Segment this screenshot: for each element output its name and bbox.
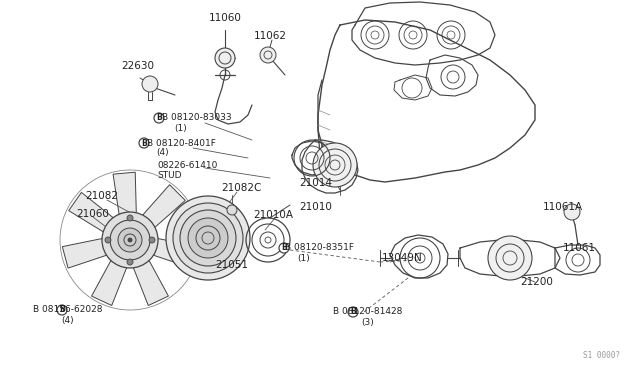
- Circle shape: [488, 236, 532, 280]
- Text: 21010A: 21010A: [253, 210, 293, 220]
- Circle shape: [313, 143, 357, 187]
- Circle shape: [57, 305, 67, 315]
- Circle shape: [173, 203, 243, 273]
- Circle shape: [118, 228, 142, 252]
- Circle shape: [260, 47, 276, 63]
- Circle shape: [110, 220, 150, 260]
- Text: 11061A: 11061A: [543, 202, 583, 212]
- Circle shape: [139, 138, 149, 148]
- Circle shape: [348, 307, 358, 317]
- Text: 21014: 21014: [300, 178, 333, 188]
- Polygon shape: [143, 185, 186, 227]
- Circle shape: [149, 237, 155, 243]
- Text: 21200: 21200: [520, 277, 554, 287]
- Circle shape: [128, 238, 132, 242]
- Text: 11060: 11060: [209, 13, 241, 23]
- Circle shape: [154, 113, 164, 123]
- Circle shape: [102, 212, 158, 268]
- Circle shape: [188, 218, 228, 258]
- Text: (4): (4): [61, 315, 74, 324]
- Text: S1 0000?: S1 0000?: [583, 351, 620, 360]
- Text: B: B: [141, 138, 147, 148]
- Circle shape: [127, 259, 133, 265]
- Text: 21082: 21082: [86, 191, 118, 201]
- Text: 11062: 11062: [253, 31, 287, 41]
- Circle shape: [215, 48, 235, 68]
- Text: B 08120-81428: B 08120-81428: [333, 308, 403, 317]
- Text: B 08120-8401F: B 08120-8401F: [147, 138, 216, 148]
- Text: 21010: 21010: [300, 202, 332, 212]
- Text: 22630: 22630: [122, 61, 154, 71]
- Polygon shape: [154, 238, 198, 268]
- Text: STUD: STUD: [157, 171, 182, 180]
- Text: 21051: 21051: [216, 260, 248, 270]
- Polygon shape: [113, 172, 136, 214]
- Text: (1): (1): [174, 124, 187, 132]
- Circle shape: [142, 76, 158, 92]
- Polygon shape: [92, 260, 127, 305]
- Text: B 08156-62028: B 08156-62028: [33, 305, 103, 314]
- Polygon shape: [62, 238, 106, 268]
- Circle shape: [127, 215, 133, 221]
- Polygon shape: [133, 260, 168, 305]
- Text: (3): (3): [362, 317, 374, 327]
- Text: 21060: 21060: [77, 209, 109, 219]
- Text: B: B: [59, 305, 65, 314]
- Text: 21082C: 21082C: [221, 183, 261, 193]
- Polygon shape: [68, 192, 113, 232]
- Text: B 08120-83033: B 08120-83033: [162, 113, 232, 122]
- Circle shape: [180, 210, 236, 266]
- Text: (4): (4): [156, 148, 168, 157]
- Circle shape: [564, 204, 580, 220]
- Text: B: B: [350, 308, 356, 317]
- Text: 08226-61410: 08226-61410: [157, 161, 218, 170]
- Text: B: B: [281, 244, 287, 253]
- Text: B: B: [156, 113, 162, 122]
- Text: 11061: 11061: [563, 243, 595, 253]
- Text: 13049N: 13049N: [381, 253, 422, 263]
- Circle shape: [227, 205, 237, 215]
- Circle shape: [279, 243, 289, 253]
- Text: (1): (1): [297, 253, 310, 263]
- Text: B 08120-8351F: B 08120-8351F: [285, 244, 354, 253]
- Circle shape: [166, 196, 250, 280]
- Circle shape: [105, 237, 111, 243]
